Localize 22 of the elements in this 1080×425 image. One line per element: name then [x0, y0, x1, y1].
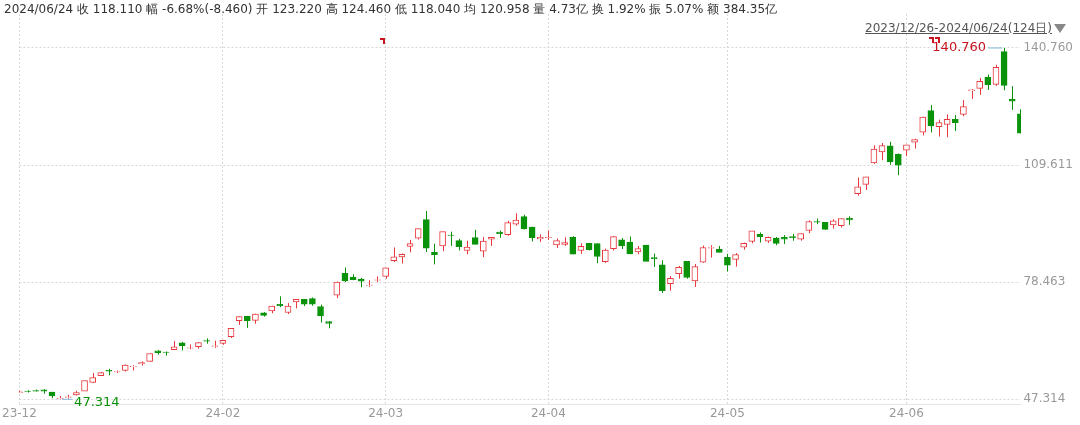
- x-tick-label: 24-02: [205, 405, 241, 420]
- annotation: 140.760: [932, 39, 987, 55]
- candlestick: [1008, 85, 1016, 111]
- candlestick: [886, 141, 894, 166]
- candlestick: [479, 236, 487, 258]
- x-tick-label: 23-12: [2, 405, 37, 420]
- candlestick: [317, 304, 324, 324]
- x-tick-label: 24-03: [368, 405, 404, 420]
- y-tick-label: 47.314: [1023, 391, 1066, 406]
- y-tick-label: 140.760: [1023, 40, 1073, 55]
- candlestick: [431, 243, 438, 265]
- x-tick-label: 24-05: [709, 405, 745, 420]
- x-tick-label: 24-06: [889, 405, 924, 420]
- x-tick-label: 24-04: [530, 405, 566, 420]
- text: 2023/12/26-2024/06/24(124日): [865, 20, 1052, 37]
- candlestick: [968, 88, 975, 100]
- annotation: 47.314: [74, 393, 120, 409]
- y-tick-label: 109.611: [1023, 157, 1073, 172]
- candlestick: [894, 152, 902, 176]
- chart-title: 2024/06/24 收 118.110 幅 -6.68%(-8.460) 开 123.220 高 124.460 低 118.040 均 120.958 量 4.73亿 换 1.92% 振 5.07% 额 384.35亿: [4, 1, 778, 18]
- y-tick-label: 78.463: [1023, 274, 1066, 289]
- candlestick: [854, 177, 861, 197]
